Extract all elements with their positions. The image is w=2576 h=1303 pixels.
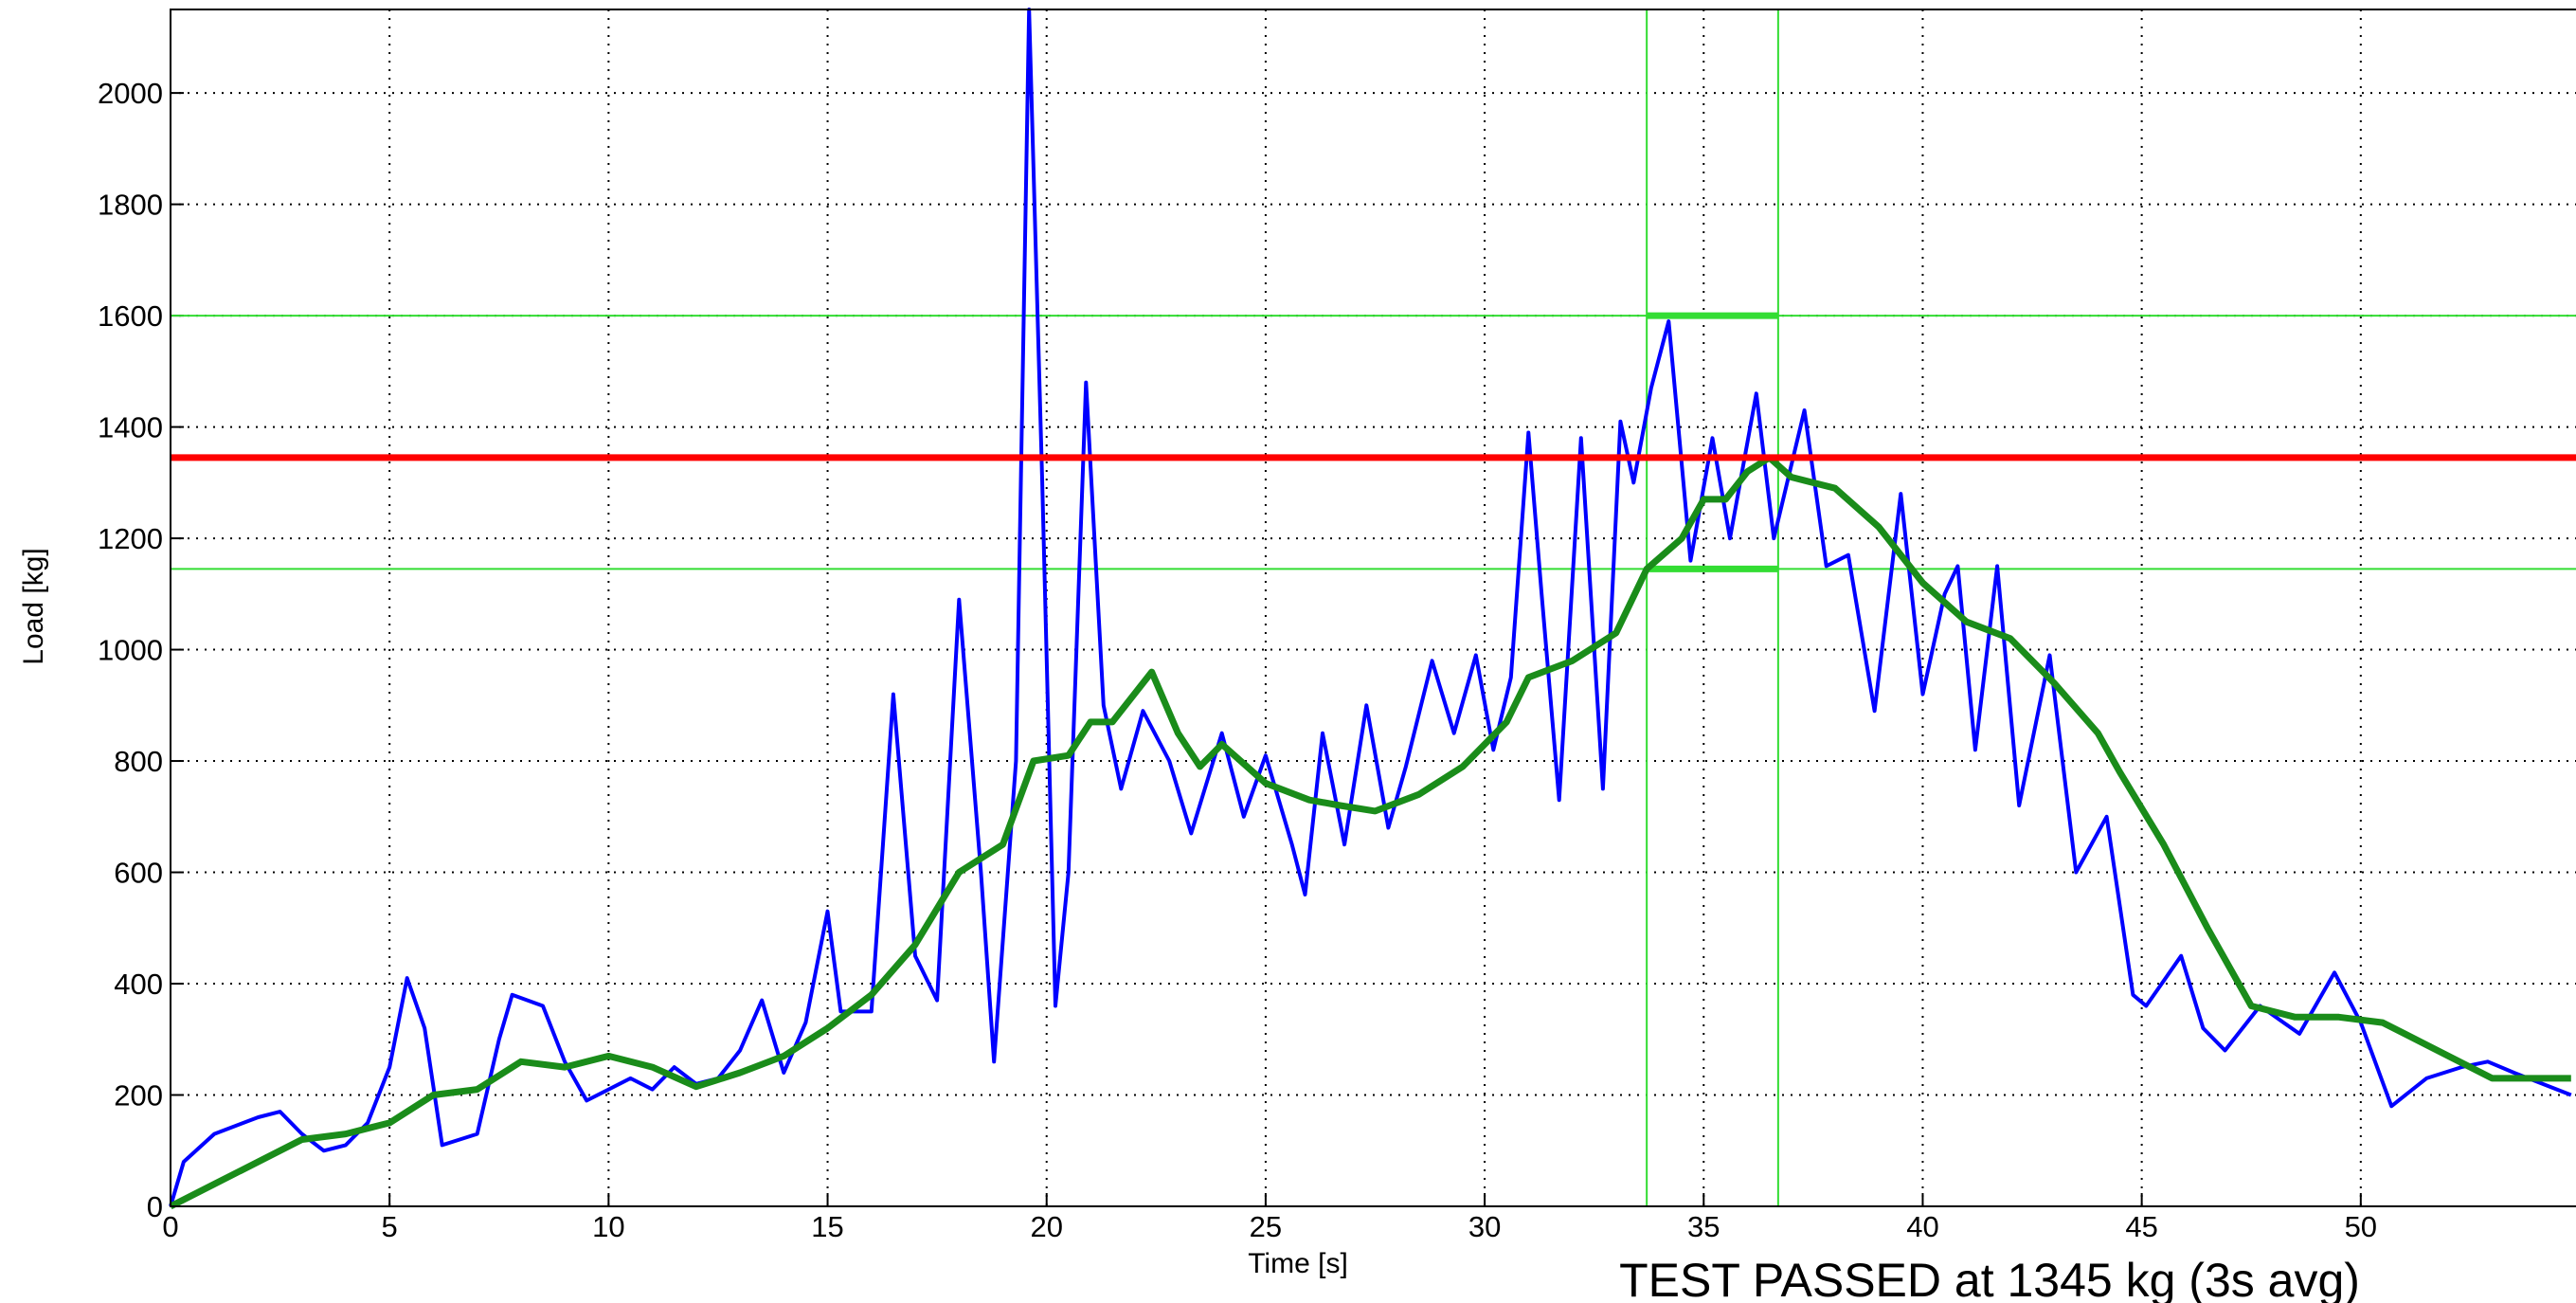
x-tick-label: 35 (1687, 1210, 1720, 1243)
x-tick-label: 20 (1030, 1210, 1062, 1243)
plot-area (171, 9, 2576, 1206)
x-tick-label: 30 (1468, 1210, 1501, 1243)
y-axis-label: Load [kg] (18, 548, 49, 664)
annotation: TEST PASSED at 1345 kg (3s avg) (1619, 1254, 2360, 1303)
x-tick-label: 0 (162, 1210, 178, 1243)
x-tick-label: 40 (1906, 1210, 1938, 1243)
y-tick-label: 200 (114, 1079, 163, 1113)
y-tick-label: 1200 (98, 522, 163, 555)
y-tick-label: 1800 (98, 189, 163, 222)
x-tick-label: 45 (2125, 1210, 2157, 1243)
y-tick-label: 1400 (98, 411, 163, 444)
y-tick-label: 400 (114, 968, 163, 1001)
series-line (169, 8, 2572, 1207)
y-tick-label: 1000 (98, 634, 163, 667)
x-tick-label: 5 (382, 1210, 398, 1243)
y-tick-label: 600 (114, 857, 163, 890)
plot-frame (170, 9, 2576, 1207)
x-axis-label: Time [s] (1248, 1248, 1348, 1279)
y-tick-label: 2000 (98, 77, 163, 110)
x-tick-label: 25 (1250, 1210, 1282, 1243)
y-tick-label: 800 (114, 745, 163, 778)
y-tick-label: 1600 (98, 299, 163, 333)
x-tick-label: 15 (811, 1210, 843, 1243)
x-tick-label: 50 (2345, 1210, 2377, 1243)
series-line (169, 454, 2571, 1210)
y-tick-label: 0 (147, 1190, 163, 1223)
x-tick-label: 10 (592, 1210, 624, 1243)
